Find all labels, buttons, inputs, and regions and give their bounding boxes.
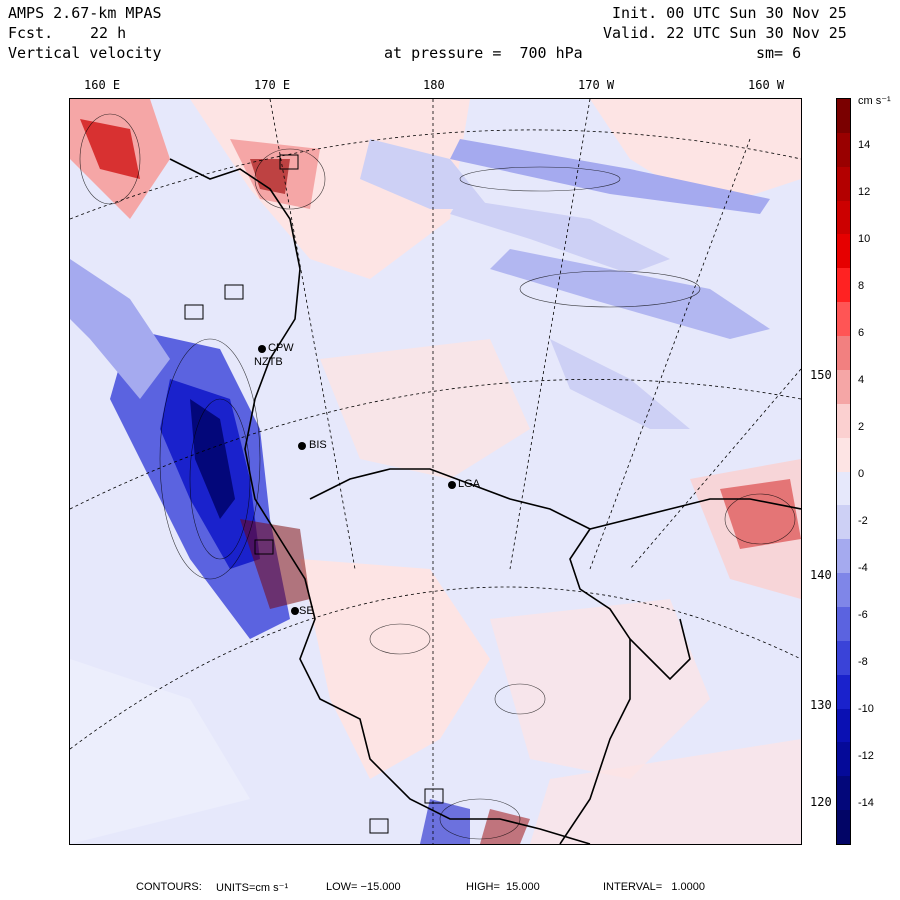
footer-interval: INTERVAL= 1.0000 — [603, 881, 706, 893]
colorbar-tick-label: 10 — [858, 233, 871, 245]
station-label-bis: BIS — [309, 439, 327, 451]
colorbar-tick-label: 12 — [858, 186, 871, 198]
colorbar-segment — [837, 403, 850, 439]
lon-label-160w: 160 W — [748, 78, 785, 92]
colorbar-tick-label: -8 — [858, 656, 868, 668]
colorbar-tick-label: -6 — [858, 609, 868, 621]
colorbar-segment — [837, 674, 850, 710]
footer-low: LOW= −15.000 — [326, 881, 401, 893]
colorbar-segment — [837, 166, 850, 202]
field-name: Vertical velocity — [8, 44, 162, 62]
footer-contours: CONTOURS: — [136, 881, 202, 893]
colorbar-units: cm s⁻¹ — [858, 95, 891, 107]
lon-label-180: 180 — [423, 78, 445, 92]
colorbar-tick-label: 6 — [858, 327, 865, 339]
colorbar-segment — [837, 776, 850, 811]
colorbar-segment — [837, 742, 850, 777]
colorbar-segment — [837, 99, 850, 134]
pressure-level: at pressure = 700 hPa — [384, 44, 583, 62]
station-label-lga: LGA — [458, 478, 481, 490]
colorbar-segment — [837, 640, 850, 676]
colorbar-segment — [837, 200, 850, 235]
init-time: Init. 00 UTC Sun 30 Nov 25 — [612, 4, 847, 22]
footer-units: UNITS=cm s⁻¹ — [216, 882, 289, 894]
colorbar-segment — [837, 810, 850, 845]
station-label-se: SE — [299, 605, 314, 617]
colorbar-segment — [837, 336, 850, 371]
colorbar-segment — [837, 708, 850, 743]
colorbar-tick-label: -4 — [858, 562, 868, 574]
model-title: AMPS 2.67-km MPAS — [8, 4, 162, 22]
forecast-label: Fcst. — [8, 24, 54, 42]
colorbar-tick-label: 2 — [858, 421, 865, 433]
colorbar-segment — [837, 505, 850, 540]
colorbar-segment — [837, 369, 850, 405]
lon-label-160e: 160 E — [84, 78, 121, 92]
smoothing: sm= 6 — [756, 44, 802, 62]
colorbar-tick-label: 8 — [858, 280, 865, 292]
lon-label-170w: 170 W — [578, 78, 615, 92]
colorbar — [836, 98, 851, 845]
colorbar-segment — [837, 234, 850, 269]
colorbar-tick-label: -12 — [858, 750, 874, 762]
colorbar-tick-label: -2 — [858, 515, 868, 527]
colorbar-segment — [837, 437, 850, 472]
colorbar-segment — [837, 573, 850, 608]
colorbar-tick-label: -14 — [858, 797, 874, 809]
colorbar-tick-label: 4 — [858, 374, 865, 386]
station-label-cpw: CPW — [268, 342, 294, 354]
footer-high: HIGH= 15.000 — [466, 881, 540, 893]
forecast-hour: 22 h — [90, 24, 127, 42]
colorbar-segment — [837, 132, 850, 168]
colorbar-segment — [837, 302, 850, 337]
colorbar-segment — [837, 471, 850, 506]
lon-label-170e: 170 E — [254, 78, 291, 92]
colorbar-segment — [837, 268, 850, 303]
colorbar-tick-label: 0 — [858, 468, 865, 480]
colorbar-segment — [837, 606, 850, 642]
station-label-nztb: NZTB — [254, 356, 283, 368]
map-canvas — [70, 99, 801, 844]
colorbar-tick-label: -10 — [858, 703, 874, 715]
valid-time: Valid. 22 UTC Sun 30 Nov 25 — [603, 24, 847, 42]
vertical-velocity-map — [69, 98, 802, 845]
colorbar-tick-label: 14 — [858, 139, 871, 151]
colorbar-segment — [837, 539, 850, 574]
